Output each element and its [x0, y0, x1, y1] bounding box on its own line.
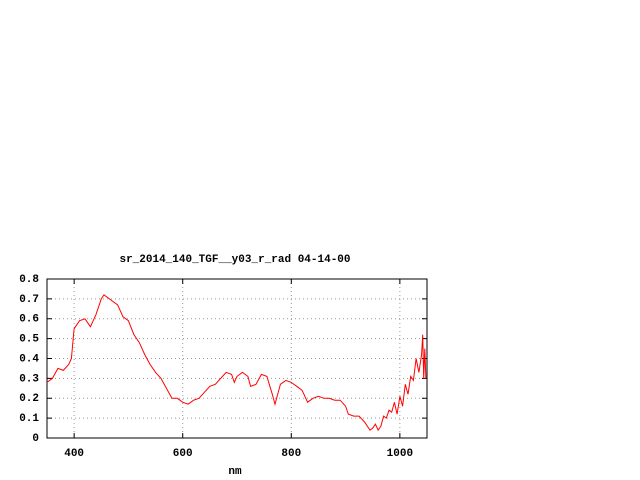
x-tick-label: 600 [173, 448, 193, 460]
y-tick-label: 0.2 [19, 393, 39, 405]
x-tick-label: 800 [281, 448, 301, 460]
y-tick-label: 0.6 [19, 314, 39, 326]
y-tick-label: 0.4 [19, 353, 39, 365]
chart-title: sr_2014_140_TGF__y03_r_rad 04-14-00 [119, 254, 350, 266]
y-tick-label: 0.7 [19, 294, 39, 306]
y-tick-label: 0.3 [19, 373, 39, 385]
x-axis-label: nm [228, 466, 242, 478]
plot-border [46, 278, 428, 439]
x-tick-label: 400 [64, 448, 84, 460]
y-tick-label: 0.8 [19, 274, 39, 286]
y-tick-label: 0.1 [19, 413, 39, 425]
y-tick-label: 0.5 [19, 334, 39, 346]
x-tick-label: 1000 [387, 448, 413, 460]
y-tick-label: 0 [32, 433, 39, 445]
data-line [46, 294, 427, 432]
